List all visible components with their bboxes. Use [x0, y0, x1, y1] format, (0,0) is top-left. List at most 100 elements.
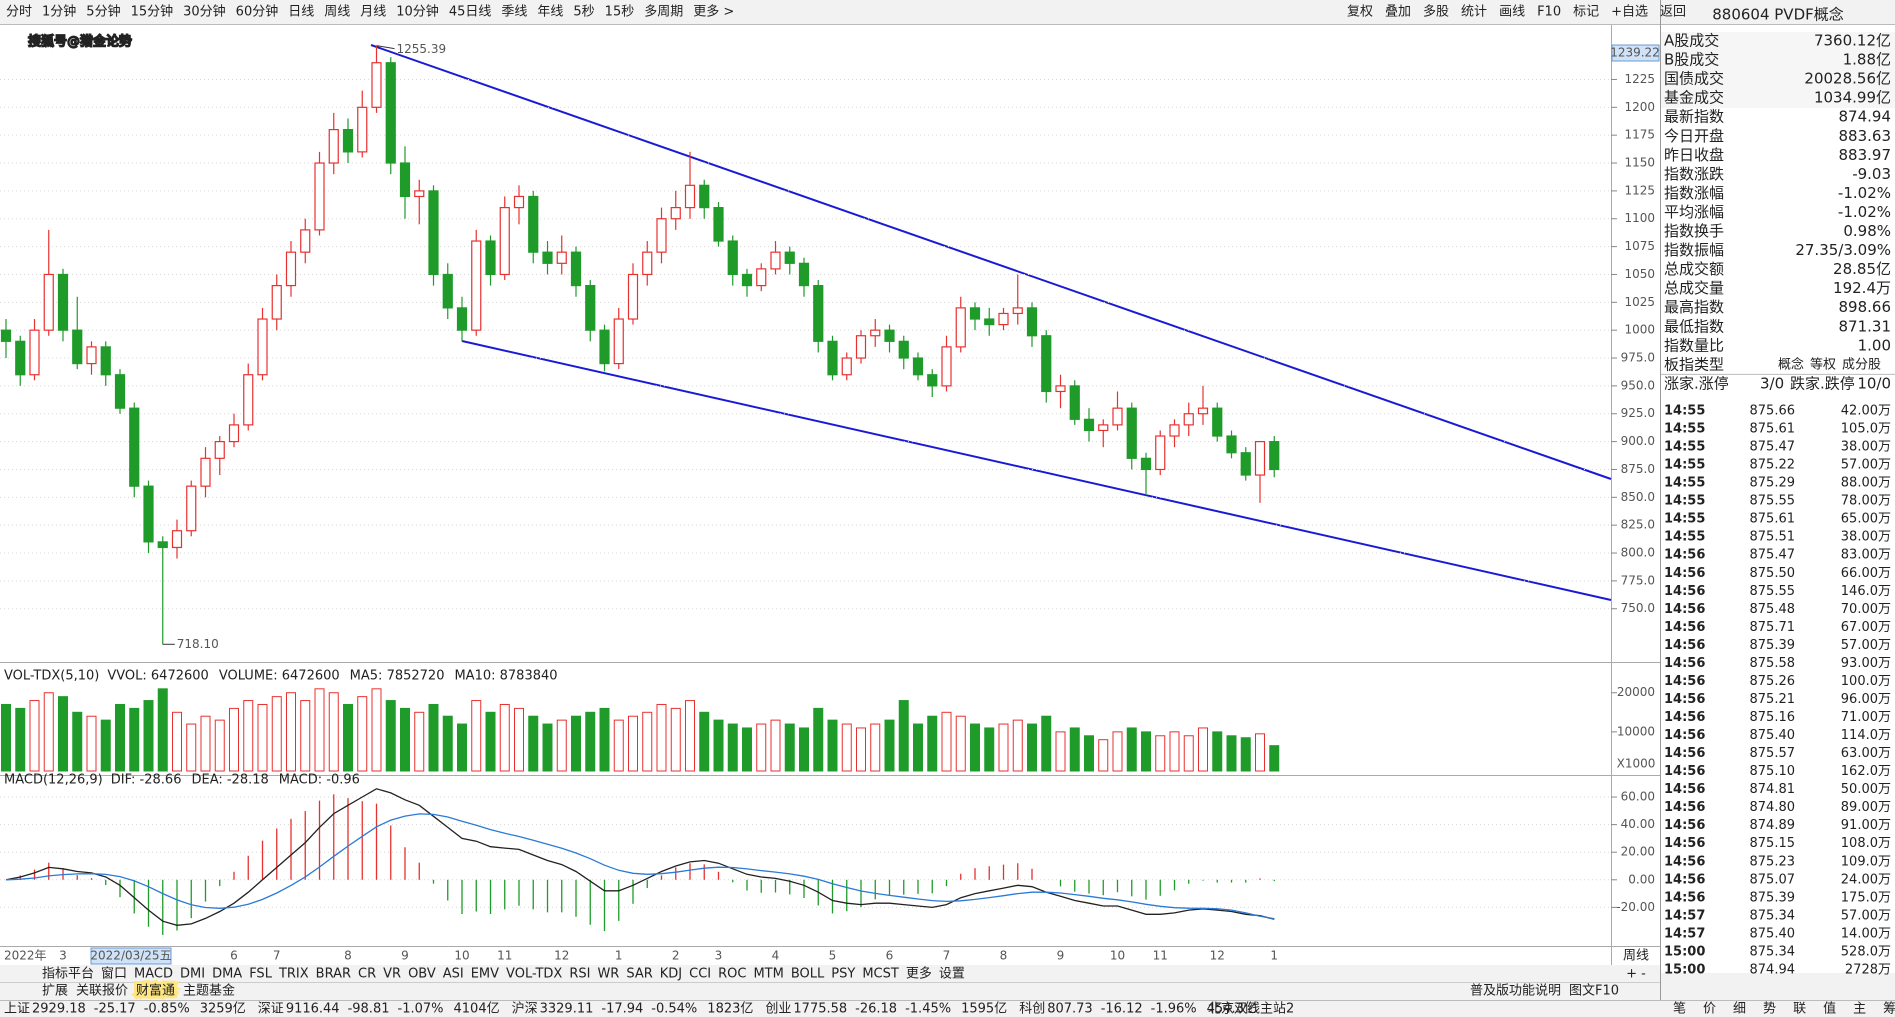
candle-body [186, 485, 197, 532]
tool-button[interactable]: 多股 [1423, 4, 1449, 20]
indicator-tab[interactable]: SAR [626, 967, 652, 982]
trade-volume: 109.0万 [1841, 854, 1891, 869]
trade-volume: 70.00万 [1841, 602, 1891, 617]
period-tab[interactable]: 更多 > [693, 4, 734, 20]
indicator-tab[interactable]: CR [358, 967, 376, 982]
link-tab[interactable]: 财富通 [133, 980, 178, 1002]
indicator-tab[interactable]: MTM [753, 967, 783, 982]
zoom-buttons[interactable]: + - [1626, 967, 1646, 982]
trade-volume: 57.00万 [1841, 908, 1891, 923]
period-tab[interactable]: 15分钟 [131, 4, 174, 20]
period-tab[interactable]: 年线 [537, 5, 563, 20]
period-tab[interactable]: 5秒 [573, 5, 594, 20]
period-tab[interactable]: 周线 [324, 5, 350, 20]
indicator-tab[interactable]: OBV [408, 967, 436, 982]
indicator-tab[interactable]: ASI [443, 967, 464, 982]
side-tab[interactable]: 值 [1823, 1001, 1836, 1017]
indicator-tab[interactable]: MCST [862, 967, 899, 982]
indicator-tab[interactable]: MACD [134, 967, 173, 982]
period-tab[interactable]: 月线 [360, 5, 386, 20]
indicator-tab[interactable]: KDJ [660, 967, 682, 982]
period-tab[interactable]: 15秒 [605, 5, 635, 20]
tool-button[interactable]: 叠加 [1385, 5, 1411, 20]
period-tab[interactable]: 5分钟 [86, 4, 120, 20]
type-option[interactable]: 等权 [1810, 356, 1836, 372]
indicator-tab[interactable]: DMA [212, 967, 242, 982]
indicator-tab[interactable]: 更多 [906, 966, 932, 982]
side-tab[interactable]: 价 [1703, 1002, 1716, 1017]
period-tab[interactable]: 多周期 [644, 4, 683, 20]
help-link[interactable]: 普及版功能说明 [1470, 984, 1561, 999]
side-tab[interactable]: 主 [1853, 1002, 1866, 1017]
trade-time: 14:56 [1664, 764, 1705, 779]
side-tab[interactable]: 笔 [1673, 1001, 1686, 1017]
x-tick-label: 1 [615, 949, 623, 963]
indicator-tab[interactable]: BOLL [791, 967, 825, 982]
period-tab[interactable]: 日线 [288, 5, 314, 20]
side-tab[interactable]: 细 [1733, 1002, 1746, 1017]
link-tab[interactable]: 关联报价 [76, 984, 128, 999]
indicator-tab[interactable]: PSY [831, 967, 855, 982]
side-tab[interactable]: 筹 [1883, 1001, 1895, 1017]
index-name: 科创 [1019, 1002, 1045, 1017]
x-tick-label: 9 [1057, 949, 1065, 963]
indicator-tab[interactable]: ROC [718, 967, 746, 982]
period-tab[interactable]: 45日线 [449, 5, 492, 20]
candle-body [1169, 424, 1180, 437]
panel-stat: MA5: 7852720 [350, 669, 445, 684]
trade-volume: 57.00万 [1841, 458, 1891, 473]
candle-body [1069, 385, 1080, 420]
indicator-tab[interactable]: 设置 [939, 967, 965, 982]
candle-body [1269, 441, 1280, 471]
tool-button[interactable]: 标记 [1573, 5, 1599, 20]
tool-button[interactable]: 返回 [1660, 5, 1686, 20]
indicator-tab[interactable]: WR [597, 967, 619, 982]
indicator-tab[interactable]: 窗口 [101, 966, 127, 982]
stat-value: 20028.56亿 [1804, 70, 1891, 88]
indicator-tab[interactable]: CCI [689, 967, 711, 982]
side-tab[interactable]: 联 [1793, 1002, 1806, 1017]
indicator-tab[interactable]: EMV [471, 967, 499, 982]
help-link[interactable]: 图文F10 [1569, 984, 1619, 999]
tool-button[interactable]: 统计 [1461, 5, 1487, 20]
tool-button[interactable]: +自选 [1611, 5, 1648, 20]
period-tab[interactable]: 60分钟 [236, 4, 279, 20]
type-option[interactable]: 概念 [1778, 356, 1804, 372]
indicator-tab[interactable]: VOL-TDX [506, 967, 562, 982]
tool-button[interactable]: F10 [1537, 5, 1561, 20]
x-tick-label: 10 [454, 949, 469, 963]
indicator-tab[interactable]: 指标平台 [42, 967, 94, 982]
period-label[interactable]: 周线 [1623, 949, 1649, 964]
trade-time: 14:55 [1664, 476, 1705, 491]
period-tab[interactable]: 10分钟 [396, 4, 439, 20]
tool-button[interactable]: 复权 [1347, 4, 1373, 20]
trade-volume: 108.0万 [1841, 836, 1891, 851]
volume-bar [1212, 731, 1223, 772]
server-name[interactable]: 北京双线主站2 [1208, 1002, 1294, 1017]
indicator-tab[interactable]: RSI [569, 967, 590, 982]
x-tick-label: 1 [1270, 949, 1278, 963]
panel-stat: DIF: -28.66 [111, 773, 182, 788]
period-tab[interactable]: 分时 [6, 5, 32, 20]
period-tab[interactable]: 1分钟 [42, 4, 76, 20]
volume-bar [784, 723, 795, 772]
period-tab[interactable]: 30分钟 [183, 4, 226, 20]
link-tab[interactable]: 主题基金 [183, 983, 235, 999]
indicator-tab[interactable]: TRIX [278, 967, 309, 982]
indicator-tab[interactable]: BRAR [316, 967, 351, 982]
volume-bar [955, 715, 966, 772]
index-amount: 454.3亿 [1207, 1002, 1257, 1017]
indicator-tab[interactable]: FSL [249, 967, 273, 982]
trade-price: 874.80 [1750, 800, 1796, 815]
stat-label: 板指类型 [1664, 355, 1724, 373]
side-tab[interactable]: 势 [1763, 1001, 1776, 1017]
volume-bar [200, 715, 211, 772]
tool-button[interactable]: 画线 [1499, 5, 1525, 20]
indicator-tab[interactable]: VR [383, 967, 401, 982]
period-tab[interactable]: 季线 [501, 5, 527, 20]
indicator-tab[interactable]: DMI [180, 967, 205, 982]
link-tab[interactable]: 扩展 [42, 984, 68, 999]
volume-bar [15, 707, 26, 772]
x-tick-label: 5 [829, 949, 837, 963]
type-option[interactable]: 成分股 [1842, 357, 1881, 372]
